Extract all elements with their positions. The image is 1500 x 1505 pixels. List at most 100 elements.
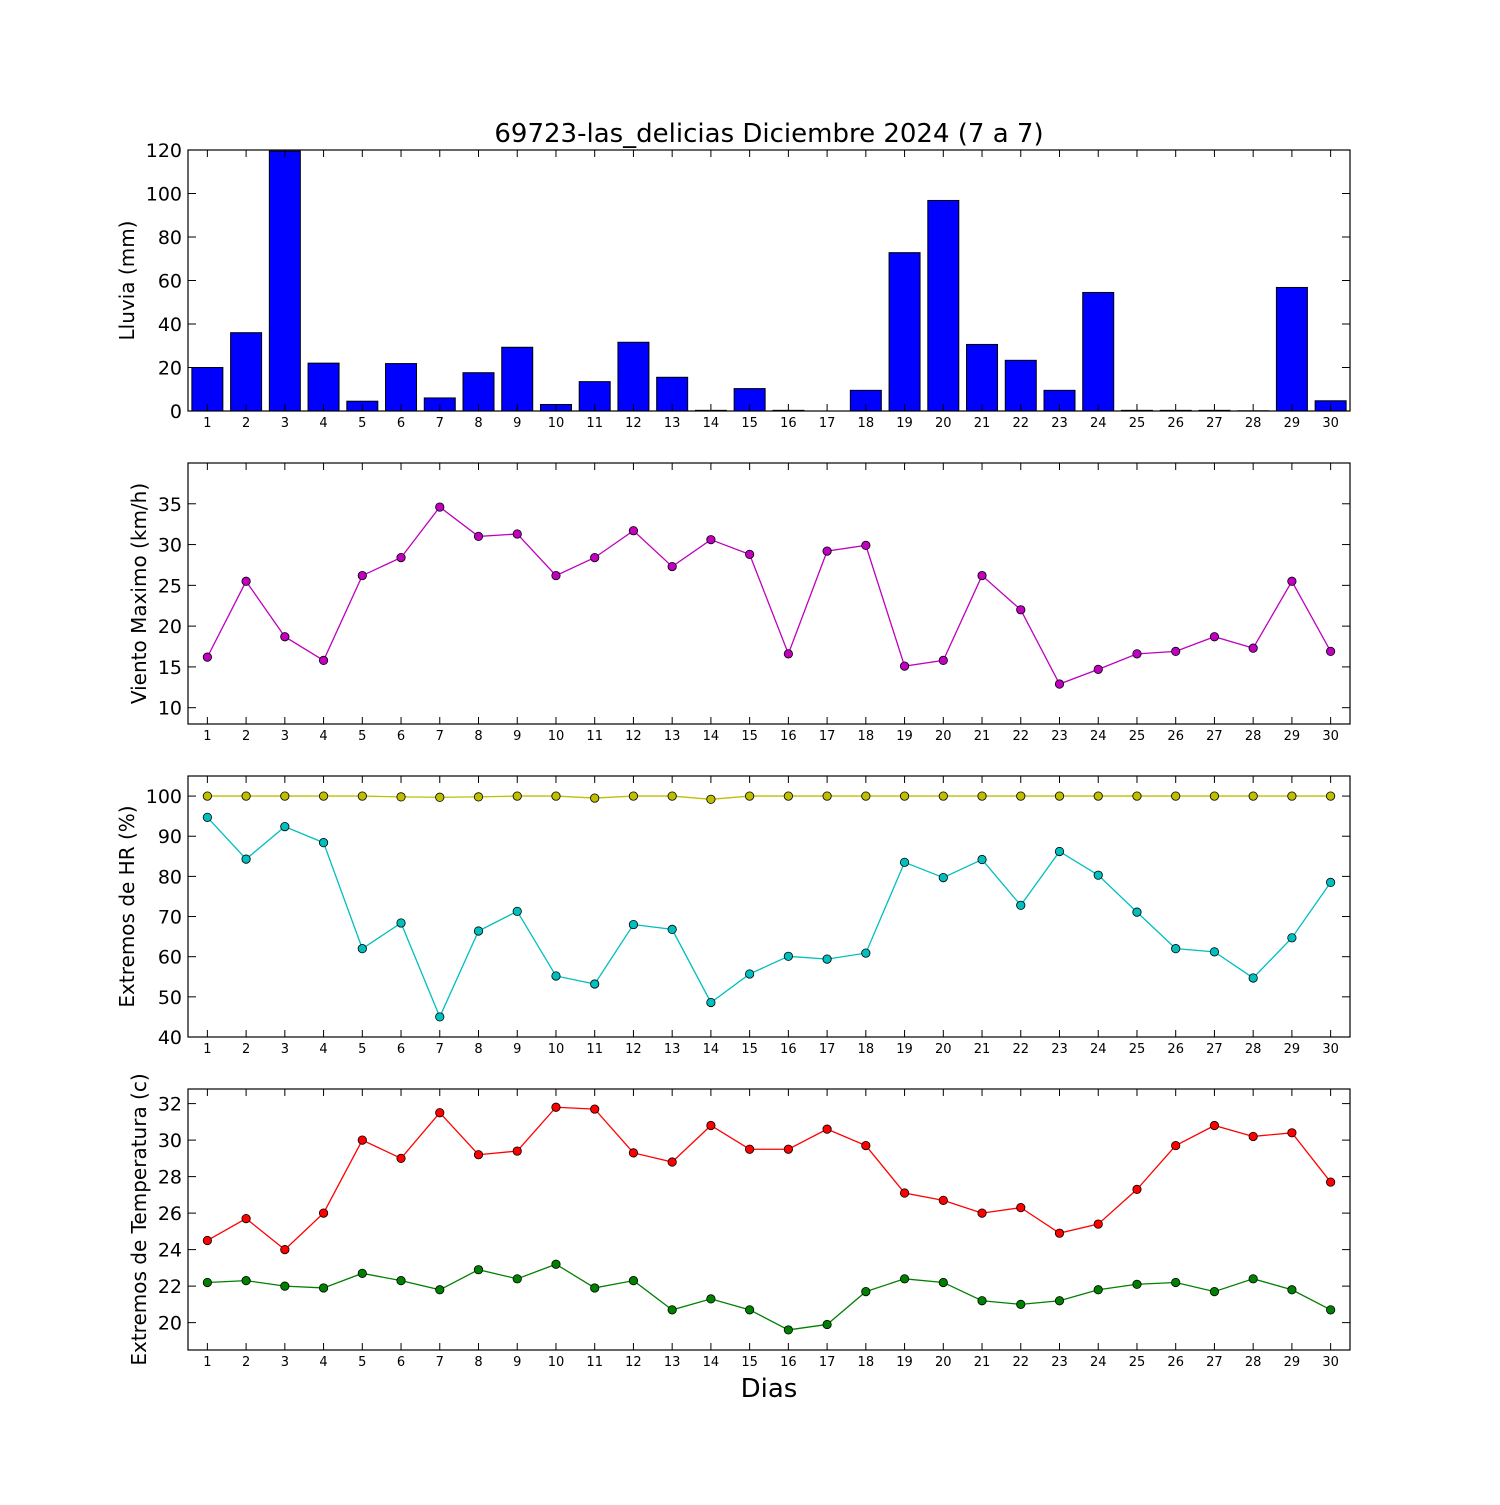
series-1-point-day-26 bbox=[1172, 792, 1180, 800]
y-tick-label: 80 bbox=[158, 227, 182, 249]
x-tick-label: 17 bbox=[819, 1042, 836, 1057]
x-tick-label: 10 bbox=[548, 1042, 565, 1057]
series-2-line bbox=[207, 1264, 1330, 1330]
series-1-point-day-24 bbox=[1094, 792, 1102, 800]
series-1-point-day-15 bbox=[745, 550, 753, 558]
series-1-point-day-27 bbox=[1210, 792, 1218, 800]
series-1-point-day-4 bbox=[319, 1209, 327, 1217]
x-tick-label: 29 bbox=[1284, 1355, 1301, 1370]
y-axis-label: Extremos de HR (%) bbox=[115, 805, 139, 1007]
series-1-point-day-22 bbox=[1017, 606, 1025, 614]
series-1-point-day-17 bbox=[823, 547, 831, 555]
y-tick-label: 60 bbox=[158, 947, 182, 969]
series-1-point-day-11 bbox=[591, 1105, 599, 1113]
x-tick-label: 11 bbox=[586, 416, 603, 431]
x-tick-label: 8 bbox=[474, 416, 482, 431]
series-2-point-day-8 bbox=[474, 927, 482, 935]
x-tick-label: 14 bbox=[703, 1355, 720, 1370]
series-1-point-day-12 bbox=[629, 527, 637, 535]
series-1-point-day-9 bbox=[513, 530, 521, 538]
x-tick-label: 14 bbox=[703, 416, 720, 431]
series-1-point-day-5 bbox=[358, 1136, 366, 1144]
x-tick-label: 30 bbox=[1322, 1042, 1339, 1057]
series-2-point-day-27 bbox=[1210, 948, 1218, 956]
x-tick-label: 22 bbox=[1012, 1355, 1029, 1370]
x-tick-label: 24 bbox=[1090, 416, 1107, 431]
series-1-point-day-29 bbox=[1288, 792, 1296, 800]
y-tick-label: 60 bbox=[158, 271, 182, 293]
bar-day-12 bbox=[618, 342, 649, 411]
series-1-point-day-1 bbox=[203, 1236, 211, 1244]
x-tick-label: 7 bbox=[436, 1042, 444, 1057]
series-1-point-day-8 bbox=[474, 532, 482, 540]
x-tick-label: 21 bbox=[974, 729, 991, 744]
x-tick-label: 8 bbox=[474, 1042, 482, 1057]
plot-frame bbox=[188, 776, 1350, 1037]
x-tick-label: 2 bbox=[242, 1042, 250, 1057]
x-tick-label: 6 bbox=[397, 1042, 405, 1057]
series-2-point-day-10 bbox=[552, 1260, 560, 1268]
x-tick-label: 25 bbox=[1129, 416, 1146, 431]
x-tick-label: 11 bbox=[586, 729, 603, 744]
x-tick-label: 20 bbox=[935, 729, 952, 744]
series-2-point-day-7 bbox=[436, 1013, 444, 1021]
series-2-point-day-2 bbox=[242, 1276, 250, 1284]
series-1-point-day-21 bbox=[978, 571, 986, 579]
series-2-point-day-19 bbox=[900, 1275, 908, 1283]
x-tick-label: 22 bbox=[1012, 729, 1029, 744]
series-1-point-day-18 bbox=[862, 1141, 870, 1149]
series-2-point-day-15 bbox=[745, 970, 753, 978]
x-tick-label: 10 bbox=[548, 1355, 565, 1370]
series-2-point-day-17 bbox=[823, 1320, 831, 1328]
x-tick-label: 16 bbox=[780, 416, 797, 431]
x-tick-label: 25 bbox=[1129, 1355, 1146, 1370]
x-tick-label: 12 bbox=[625, 1042, 642, 1057]
series-2-point-day-4 bbox=[319, 838, 327, 846]
series-1-point-day-28 bbox=[1249, 792, 1257, 800]
series-1-point-day-23 bbox=[1055, 680, 1063, 688]
series-1-point-day-20 bbox=[939, 1196, 947, 1204]
bar-day-29 bbox=[1276, 287, 1307, 411]
bar-day-3 bbox=[269, 151, 300, 411]
series-2-point-day-4 bbox=[319, 1284, 327, 1292]
y-axis-label: Extremos de Temperatura (c) bbox=[127, 1073, 151, 1365]
series-1-point-day-28 bbox=[1249, 1132, 1257, 1140]
series-1-point-day-15 bbox=[745, 792, 753, 800]
x-tick-label: 27 bbox=[1206, 416, 1223, 431]
series-2-point-day-28 bbox=[1249, 1275, 1257, 1283]
series-1-point-day-24 bbox=[1094, 1220, 1102, 1228]
x-tick-label: 16 bbox=[780, 1042, 797, 1057]
series-2-point-day-20 bbox=[939, 1278, 947, 1286]
series-1-line bbox=[207, 1107, 1330, 1249]
series-1-point-day-1 bbox=[203, 653, 211, 661]
x-tick-label: 13 bbox=[664, 416, 681, 431]
x-axis-label: Dias bbox=[741, 1374, 798, 1404]
series-1-point-day-29 bbox=[1288, 577, 1296, 585]
series-1-point-day-10 bbox=[552, 571, 560, 579]
series-2-point-day-5 bbox=[358, 944, 366, 952]
series-1-point-day-14 bbox=[707, 1121, 715, 1129]
bar-day-22 bbox=[1005, 360, 1036, 411]
series-1-point-day-23 bbox=[1055, 792, 1063, 800]
y-tick-label: 0 bbox=[170, 401, 182, 423]
x-tick-label: 23 bbox=[1051, 1355, 1068, 1370]
x-tick-label: 3 bbox=[281, 1042, 289, 1057]
y-tick-label: 50 bbox=[158, 987, 182, 1009]
series-2-point-day-1 bbox=[203, 1278, 211, 1286]
x-tick-label: 22 bbox=[1012, 416, 1029, 431]
y-tick-label: 22 bbox=[158, 1276, 182, 1298]
series-1-point-day-25 bbox=[1133, 792, 1141, 800]
series-1-point-day-19 bbox=[900, 1189, 908, 1197]
x-tick-label: 24 bbox=[1090, 729, 1107, 744]
x-tick-label: 19 bbox=[896, 729, 913, 744]
series-1-point-day-27 bbox=[1210, 1121, 1218, 1129]
x-tick-label: 8 bbox=[474, 729, 482, 744]
series-1-point-day-7 bbox=[436, 1109, 444, 1117]
x-tick-label: 10 bbox=[548, 416, 565, 431]
bar-day-21 bbox=[967, 344, 998, 411]
series-1-point-day-30 bbox=[1326, 647, 1334, 655]
